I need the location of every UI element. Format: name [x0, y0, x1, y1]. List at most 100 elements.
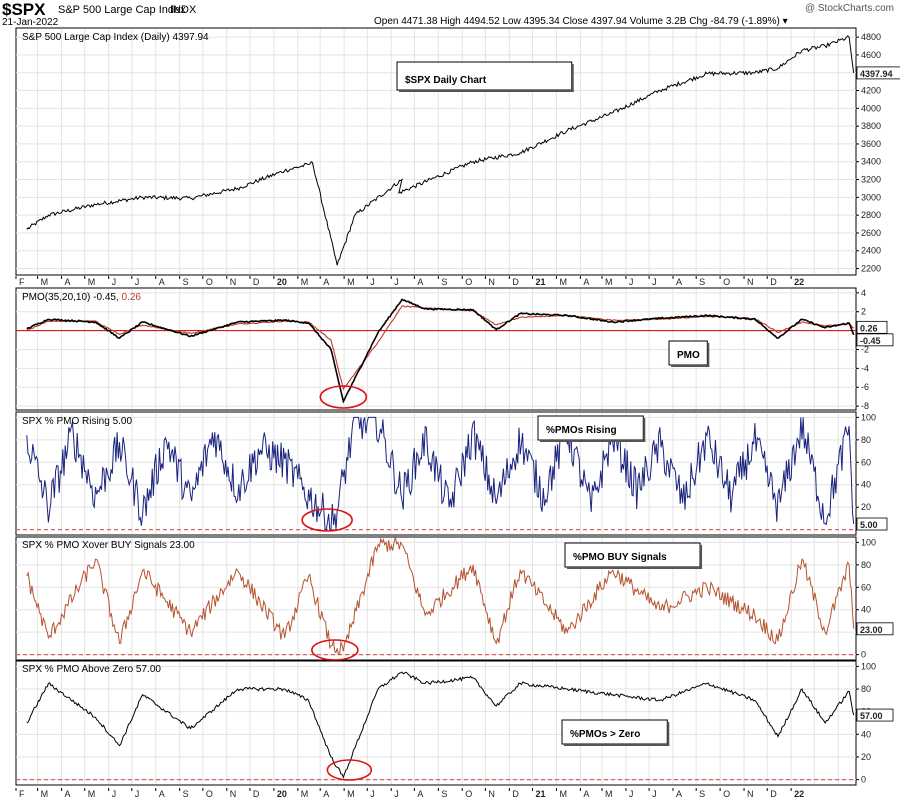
x-tick-label-4: D — [512, 789, 519, 799]
rising-last-value-box — [856, 517, 888, 531]
y-tick-label-1: -8 — [861, 401, 869, 411]
above-series-line — [26, 671, 855, 779]
y-tick-label-2: 40 — [861, 480, 871, 490]
buy-last-value-box — [856, 622, 894, 636]
pmo-signal-badge-box — [856, 320, 888, 334]
pmo-line — [26, 298, 855, 404]
x-tick-label-4: M — [301, 789, 309, 799]
above-title-box — [561, 719, 668, 745]
y-tick-label-0: 2800 — [861, 210, 881, 220]
x-tick-label-0: S — [699, 277, 705, 287]
rising-title: %PMOs Rising — [546, 425, 617, 436]
buy-bottom-circle — [311, 639, 359, 661]
x-tick-label-0: J — [135, 277, 140, 287]
y-tick-label-0: 4800 — [861, 32, 881, 42]
x-tick-label-0: A — [159, 277, 165, 287]
x-tick-label-0: A — [65, 277, 71, 287]
buy-title: %PMO BUY Signals — [573, 552, 667, 563]
buy-series-line — [26, 537, 855, 655]
price-title: $SPX Daily Chart — [405, 75, 487, 86]
rising-legend: SPX % PMO Rising 5.00 — [22, 416, 132, 427]
x-tick-label-0: 20 — [277, 277, 287, 287]
y-tick-label-0: 3400 — [861, 157, 881, 167]
x-tick-label-0: M — [559, 277, 567, 287]
pmo-legend-signal: 0.26 — [122, 292, 142, 303]
symbol: $SPX — [2, 0, 46, 19]
x-tick-label-0: N — [488, 277, 495, 287]
x-tick-label-0: J — [370, 277, 375, 287]
x-tick-label-0: 21 — [536, 277, 546, 287]
buy-title-shadow — [700, 545, 703, 569]
x-tick-label-0: F — [19, 277, 25, 287]
x-tick-label-4: J — [652, 789, 657, 799]
x-tick-label-4: S — [441, 789, 447, 799]
pmo-title-box — [668, 340, 708, 366]
x-tick-label-4: J — [629, 789, 634, 799]
x-tick-label-4: N — [747, 789, 754, 799]
x-tick-label-0: J — [112, 277, 117, 287]
x-tick-label-0: M — [88, 277, 96, 287]
quote-text: Open 4471.38 High 4494.52 Low 4395.34 Cl… — [374, 16, 788, 27]
x-tick-label-0: 22 — [794, 277, 804, 287]
rising-title-shadow — [643, 418, 646, 442]
y-tick-label-4: 0 — [861, 775, 866, 785]
x-tick-label-0: O — [206, 277, 213, 287]
price-title-shadow — [399, 90, 574, 92]
x-tick-label-0: N — [230, 277, 237, 287]
y-tick-label-4: 20 — [861, 752, 871, 762]
x-tick-label-0: N — [747, 277, 754, 287]
y-tick-label-0: 4000 — [861, 103, 881, 113]
rising-title-shadow — [540, 440, 646, 442]
x-tick-label-4: D — [770, 789, 777, 799]
x-tick-label-4: 21 — [536, 789, 546, 799]
y-tick-label-2: 100 — [861, 412, 876, 422]
panel-frame-4 — [15, 660, 857, 786]
y-tick-label-3: 0 — [861, 650, 866, 660]
buy-last-value: 23.00 — [856, 622, 894, 636]
above-title-shadow — [667, 722, 670, 746]
y-tick-label-3: 80 — [861, 560, 871, 570]
x-tick-label-4: M — [88, 789, 96, 799]
index-name: S&P 500 Large Cap Index — [58, 4, 186, 16]
above-bottom-circle — [326, 759, 373, 781]
y-tick-label-0: 3000 — [861, 192, 881, 202]
x-tick-label-4: M — [559, 789, 567, 799]
x-tick-label-0: M — [301, 277, 309, 287]
price-last-value-box — [856, 66, 900, 80]
y-tick-label-4: 80 — [861, 684, 871, 694]
y-tick-label-3: 40 — [861, 605, 871, 615]
x-tick-label-4: A — [417, 789, 423, 799]
price-title-box — [396, 61, 573, 91]
above-last-value: 57.00 — [856, 708, 894, 722]
pmo-value-badge: -0.45 — [856, 333, 894, 347]
pmo-legend: PMO(35,20,10) -0.45, 0.26 — [22, 292, 141, 303]
x-tick-label-4: O — [723, 789, 730, 799]
x-tick-label-0: M — [41, 277, 49, 287]
x-tick-label-0: A — [417, 277, 423, 287]
buy-legend: SPX % PMO Xover BUY Signals 23.00 — [22, 540, 195, 551]
price-last-value-text: 4397.94 — [860, 69, 893, 79]
y-tick-label-0: 2400 — [861, 246, 881, 256]
x-tick-label-4: 22 — [794, 789, 804, 799]
rising-title-box — [537, 415, 644, 441]
above-title: %PMOs > Zero — [570, 729, 640, 740]
price-legend: S&P 500 Large Cap Index (Daily) 4397.94 — [22, 32, 209, 43]
pmo-signal-badge: 0.26 — [856, 320, 888, 334]
x-tick-label-4: 20 — [277, 789, 287, 799]
y-tick-label-1: -2 — [861, 344, 869, 354]
x-tick-label-4: M — [605, 789, 613, 799]
quote-bar: Open 4471.38 High 4494.52 Low 4395.34 Cl… — [374, 16, 788, 27]
watermark: @ StockCharts.com — [804, 3, 894, 14]
buy-title-box — [564, 542, 701, 568]
buy-title-shadow — [567, 567, 703, 569]
pmo-signal-badge-text: 0.26 — [860, 323, 878, 333]
price-last-value: 4397.94 — [856, 66, 900, 80]
rising-last-value-text: 5.00 — [860, 520, 878, 530]
x-tick-label-4: A — [159, 789, 165, 799]
pmo-title-shadow — [671, 365, 710, 367]
price-series-line — [26, 35, 855, 266]
rising-bottom-circle — [301, 508, 353, 532]
x-tick-label-0: S — [183, 277, 189, 287]
y-tick-label-3: 100 — [861, 537, 876, 547]
